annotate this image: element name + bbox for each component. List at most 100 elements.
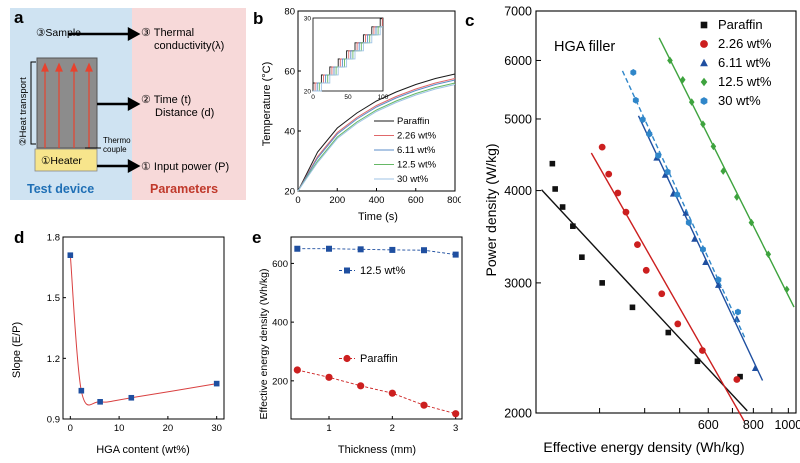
param-thermal-line2: conductivity(λ) xyxy=(154,40,224,52)
x-tick-label: 1 xyxy=(326,423,331,434)
axis-title-x: Effective energy density (Wh/kg) xyxy=(543,439,744,455)
x-tick-label: 200 xyxy=(329,195,345,206)
inset-y-tick-label: 30 xyxy=(304,16,312,23)
data-point xyxy=(634,241,641,249)
y-tick-label: 6000 xyxy=(504,54,532,68)
data-point xyxy=(326,245,332,252)
series-line xyxy=(297,84,456,192)
param-power: ① Input power (P) xyxy=(141,161,229,173)
y-tick-label: 1.8 xyxy=(47,233,60,244)
panel-a-schematic: a ③Sample ②Heat transport ①Heater Thermo… xyxy=(10,8,246,200)
data-point xyxy=(674,320,682,328)
axis-title-y: Temperature (°C) xyxy=(261,62,273,146)
panel-c-chart: c 600 800 1000 2000 3000 4000 5000 6000 7000 Para… xyxy=(465,5,800,456)
legend-entry: 6.11 wt% xyxy=(718,55,771,70)
legend-entry: 12.5 wt% xyxy=(718,74,772,89)
trend-curve xyxy=(69,255,217,406)
inset-y-tick-label: 20 xyxy=(304,89,312,96)
legend-marker xyxy=(700,58,708,67)
axis-title-y: Effective energy density (Wh/kg) xyxy=(258,269,270,420)
data-point xyxy=(549,160,556,167)
heat-arrows xyxy=(41,62,93,148)
param-time-line1: ② Time (t) xyxy=(141,94,191,106)
data-point xyxy=(682,209,690,216)
data-point xyxy=(674,191,681,199)
data-point xyxy=(685,219,692,227)
y-tick-label: 1.5 xyxy=(47,293,60,304)
data-point xyxy=(622,208,630,216)
data-point xyxy=(679,75,686,84)
data-point xyxy=(294,245,301,252)
data-point xyxy=(420,401,428,409)
data-point xyxy=(389,246,396,253)
data-point xyxy=(559,204,566,210)
data-point xyxy=(748,218,755,227)
x-tick-label: 30 xyxy=(211,423,222,434)
legend-entry: 6.11 wt% xyxy=(397,145,436,156)
series-line xyxy=(297,79,456,192)
inset-frame xyxy=(312,17,384,92)
data-point xyxy=(737,373,743,380)
x-tick-label: 0 xyxy=(68,423,73,434)
data-point xyxy=(632,96,639,104)
y-tick-label: 200 xyxy=(272,376,288,387)
data-point xyxy=(734,308,741,316)
x-tick-label: 2 xyxy=(390,423,395,434)
data-point xyxy=(97,399,103,405)
panel-label-b: b xyxy=(253,9,263,28)
y-tick-label: 5000 xyxy=(504,112,532,126)
legend-entry: 12.5 wt% xyxy=(360,265,405,277)
fit-line xyxy=(658,37,795,308)
data-point xyxy=(598,143,606,151)
data-point xyxy=(642,266,650,274)
fit-line xyxy=(541,189,748,412)
data-point xyxy=(667,56,673,65)
data-point xyxy=(733,376,741,383)
data-point xyxy=(614,189,622,197)
legend-entry: Paraffin xyxy=(360,353,398,365)
heater-label: ①Heater xyxy=(41,155,82,167)
data-point xyxy=(388,389,396,397)
series-line xyxy=(297,248,456,256)
y-tick-label: 3000 xyxy=(504,276,532,290)
x-tick-label: 600 xyxy=(408,195,424,206)
panel-label-c: c xyxy=(465,11,474,30)
legend-entry: 30 wt% xyxy=(718,93,761,108)
x-tick-label: 800 xyxy=(447,195,461,206)
legend-entry: 2.26 wt% xyxy=(397,131,437,142)
x-tick-label: 3 xyxy=(453,423,458,434)
legend-marker xyxy=(700,77,708,87)
plot-frame xyxy=(535,10,797,414)
data-point xyxy=(714,281,722,288)
inset-series-line xyxy=(313,26,383,92)
data-point xyxy=(702,258,710,265)
axis-title-x: HGA content (wt%) xyxy=(96,444,190,456)
param-time-line2: Distance (d) xyxy=(155,107,214,119)
y-tick-label: 1.2 xyxy=(47,354,60,365)
data-point xyxy=(552,186,558,192)
panel-label-a: a xyxy=(14,8,24,27)
panel-d-chart: d 0 10 20 300.91.21.51.8 HGA content (wt%) … xyxy=(11,228,225,456)
data-point xyxy=(357,382,365,390)
data-point xyxy=(67,252,74,258)
thermo-label: Thermo xyxy=(103,136,131,145)
data-point xyxy=(661,171,669,178)
y-tick-label: 7000 xyxy=(504,5,532,19)
heat-transport-label: ②Heat transport xyxy=(18,77,29,146)
y-tick-label: 2000 xyxy=(504,407,532,421)
axis-title-y: Power density (W/kg) xyxy=(483,143,499,276)
data-point xyxy=(452,410,460,418)
legend-entry: Paraffin xyxy=(397,116,430,127)
y-tick-label: 4000 xyxy=(504,184,532,198)
y-tick-label: 600 xyxy=(272,259,288,270)
legend-marker xyxy=(344,267,350,274)
plot-frame xyxy=(62,236,225,420)
data-point xyxy=(599,280,605,286)
data-point xyxy=(765,250,772,259)
axis-title-x: Time (s) xyxy=(358,211,398,223)
data-point xyxy=(128,394,135,401)
data-point xyxy=(570,223,576,229)
data-point xyxy=(658,290,666,298)
x-tick-label: 20 xyxy=(163,423,174,434)
